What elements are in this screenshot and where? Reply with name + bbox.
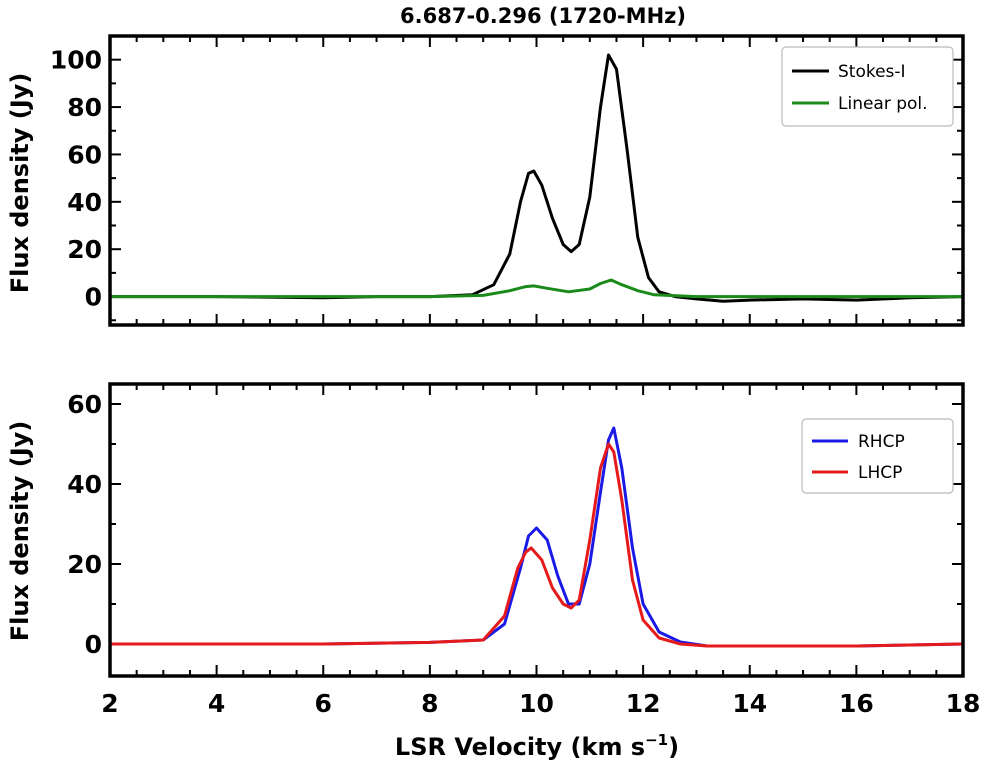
top-panel-frame xyxy=(108,34,965,327)
x-tick-label: 16 xyxy=(839,689,874,718)
y-tick-label: 40 xyxy=(67,188,102,217)
top-panel-ytick-labels: 0 20 40 60 80 100 xyxy=(50,46,102,312)
x-tick-label: 2 xyxy=(101,689,118,718)
legend-label-rhcp: RHCP xyxy=(858,432,905,452)
top-panel-legend: Stokes-I Linear pol. xyxy=(781,46,954,127)
y-tick-label: 80 xyxy=(67,93,102,122)
legend-label-lhcp: LHCP xyxy=(858,463,902,483)
x-tick-label: 14 xyxy=(732,689,767,718)
y-tick-label: 0 xyxy=(85,630,102,659)
legend-label-stokes-i: Stokes-I xyxy=(838,62,906,82)
bottom-panel-ytick-labels: 0 20 40 60 xyxy=(67,390,102,659)
y-tick-label: 20 xyxy=(67,550,102,579)
x-tick-label: 8 xyxy=(421,689,438,718)
top-panel-series xyxy=(108,53,965,303)
legend-label-linear-pol: Linear pol. xyxy=(838,94,928,114)
x-axis-title: LSR Velocity (km s−1) xyxy=(395,731,679,761)
y-tick-label: 0 xyxy=(85,283,102,312)
y-tick-label: 60 xyxy=(67,390,102,419)
top-panel-legend-box xyxy=(781,46,954,127)
bottom-panel-legend: RHCP LHCP xyxy=(801,418,954,494)
figure-title: 6.687-0.296 (1720-MHz) xyxy=(400,4,686,28)
bottom-panel-ylabel: Flux density (Jy) xyxy=(6,421,34,642)
y-tick-label: 100 xyxy=(50,46,102,75)
top-panel-ylabel: Flux density (Jy) xyxy=(6,73,34,294)
series-stokes-i xyxy=(108,53,965,303)
bottom-panel-xtick-labels: 2 4 6 8 10 12 14 16 18 xyxy=(101,689,980,718)
x-tick-label: 4 xyxy=(208,689,225,718)
y-tick-label: 20 xyxy=(67,235,102,264)
bottom-panel-frame xyxy=(108,382,965,678)
top-panel: Flux density (Jy) 0 20 40 60 80 100 Stokes-I … xyxy=(6,34,965,327)
series-linear-pol xyxy=(108,278,965,299)
x-tick-label: 12 xyxy=(626,689,661,718)
bottom-panel-legend-box xyxy=(801,418,954,494)
bottom-panel: Flux density (Jy) 0 20 40 60 2 4 6 8 10 12 14 16 18… xyxy=(6,382,980,718)
x-tick-label: 18 xyxy=(946,689,981,718)
y-tick-label: 60 xyxy=(67,140,102,169)
x-tick-label: 10 xyxy=(519,689,554,718)
series-rhcp xyxy=(108,426,965,648)
bottom-panel-series xyxy=(108,426,965,648)
x-tick-label: 6 xyxy=(315,689,332,718)
y-tick-label: 40 xyxy=(67,470,102,499)
series-lhcp xyxy=(108,442,965,648)
